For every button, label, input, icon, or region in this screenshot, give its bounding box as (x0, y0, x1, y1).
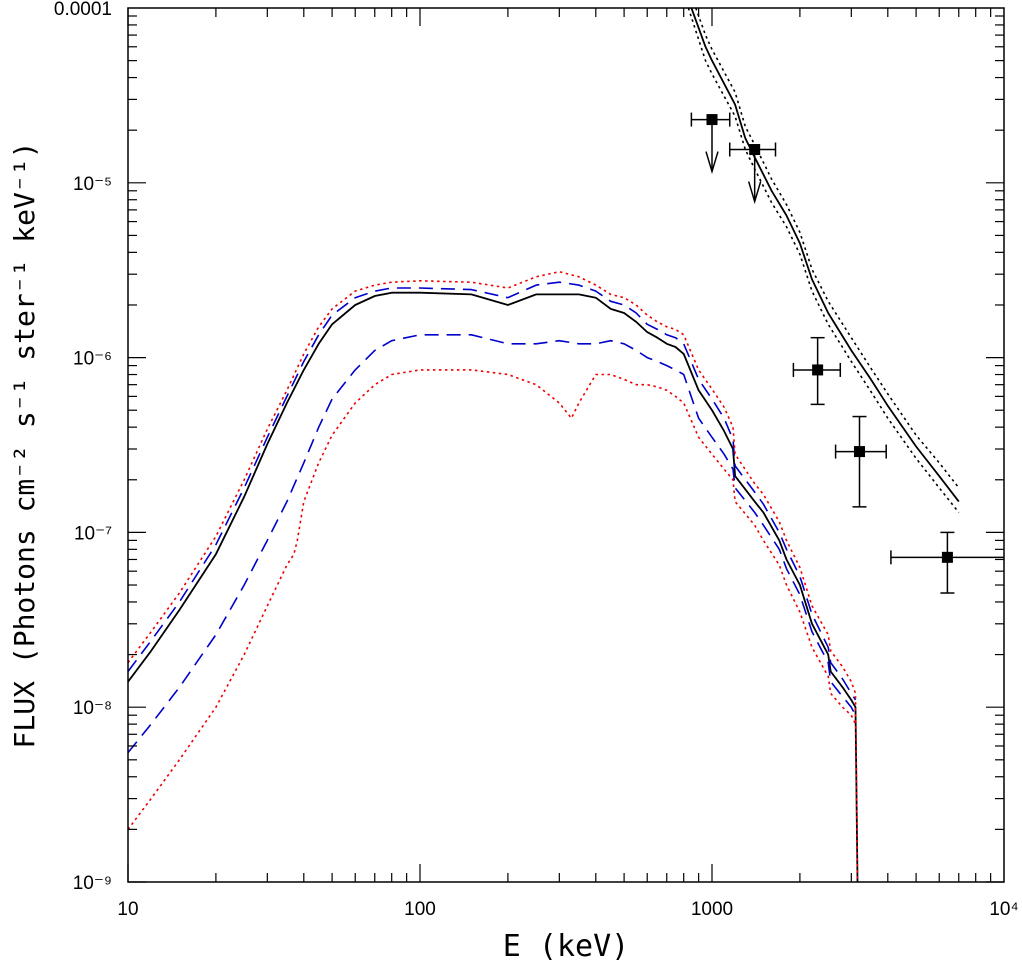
data-point-1 (728, 142, 777, 205)
series-line-5 (690, 8, 960, 503)
data-point-3 (834, 415, 887, 508)
data-points-layer (690, 112, 1004, 594)
data-point-marker (749, 144, 761, 156)
y-tick-label: 0.0001 (54, 0, 112, 20)
plot-frame (127, 7, 1005, 883)
y-tick-label: 10⁻⁹ (73, 873, 112, 894)
series-line-0 (128, 291, 859, 882)
y-axis-title: FLUX (Photons cm⁻² s⁻¹ ster⁻¹ keV⁻¹) (8, 142, 41, 749)
x-tick-label: 10⁴ (989, 899, 1018, 920)
y-tick-label: 10⁻⁷ (74, 523, 112, 544)
x-tick-label: 10 (117, 899, 138, 920)
data-point-0 (690, 112, 731, 175)
series-line-3 (128, 270, 859, 882)
series-layer (128, 8, 960, 882)
data-point-marker (854, 446, 866, 458)
series-line-1 (128, 281, 857, 701)
axes: 10 100 1000 10⁴ 10⁻⁹ 10⁻⁸ 10⁻⁷ 10⁻⁶ 10⁻⁵ 0.0001 (54, 0, 1019, 920)
upper-limit-arrow-head (705, 151, 719, 175)
series-line-4 (128, 369, 857, 830)
series-line-2 (128, 334, 857, 754)
x-tick-label: 1000 (691, 899, 733, 920)
data-point-marker (941, 551, 953, 563)
series-line-7 (687, 8, 960, 513)
y-tick-label: 10⁻⁶ (73, 349, 112, 370)
y-tick-label: 10⁻⁸ (73, 698, 112, 719)
data-point-marker (812, 364, 824, 376)
y-tick-label: 10⁻⁵ (73, 174, 112, 195)
data-point-2 (792, 336, 842, 406)
x-tick-label: 100 (404, 899, 436, 920)
series-line-6 (695, 8, 960, 489)
x-axis-title: E (keV) (503, 929, 629, 964)
upper-limit-arrow-head (747, 181, 762, 205)
data-point-4 (890, 531, 1004, 594)
data-point-marker (706, 114, 718, 126)
